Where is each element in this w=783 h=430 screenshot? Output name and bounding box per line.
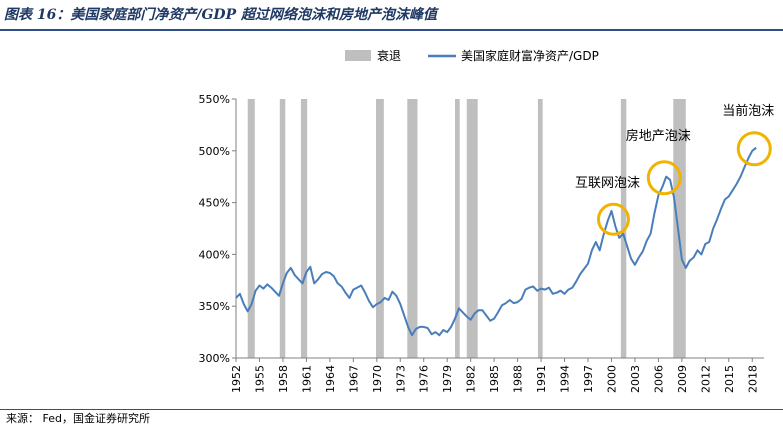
recession-band-7 bbox=[537, 99, 543, 358]
x-tick-label: 1958 bbox=[277, 365, 290, 393]
x-tick-label: 1985 bbox=[488, 365, 501, 393]
legend-recession-swatch bbox=[345, 50, 371, 61]
y-tick-label: 400% bbox=[199, 248, 230, 261]
annotation-label: 房地产泡沫 bbox=[626, 128, 691, 144]
x-tick-label: 2009 bbox=[676, 365, 689, 393]
chart-legend: 衰退 美国家庭财富净资产/GDP bbox=[345, 48, 599, 63]
x-tick-label: 1955 bbox=[253, 365, 266, 393]
y-tick-label: 550% bbox=[199, 93, 230, 106]
annotation-label: 互联网泡沫 bbox=[575, 176, 640, 191]
x-tick-label: 2018 bbox=[746, 365, 759, 393]
x-tick-label: 1976 bbox=[418, 365, 431, 393]
recession-band-4 bbox=[407, 99, 418, 358]
chart-svg: 300% 350% 400% 450% 500% 550% 1952 1955 1958 1961… bbox=[199, 48, 775, 393]
recession-band-1 bbox=[279, 99, 286, 358]
x-tick-label: 1964 bbox=[324, 365, 337, 393]
chart-title: 图表 16：美国家庭部门净资产/GDP 超过网络泡沫和房地产泡沫峰值 bbox=[4, 7, 437, 23]
recession-bands bbox=[247, 99, 686, 358]
annotation-label: 当前泡沫 bbox=[722, 103, 774, 119]
annotation-circle bbox=[596, 202, 630, 236]
recession-band-0 bbox=[247, 99, 255, 358]
x-tick-label: 2015 bbox=[723, 365, 736, 393]
annotation-circle bbox=[736, 131, 772, 167]
x-tick-label: 1997 bbox=[582, 365, 595, 393]
x-tick-label: 2003 bbox=[629, 365, 642, 393]
recession-band-6 bbox=[466, 99, 478, 358]
x-tick-label: 1970 bbox=[371, 365, 384, 393]
series-line-0 bbox=[235, 146, 757, 337]
x-tick-label: 1988 bbox=[512, 365, 525, 393]
recession-band-5 bbox=[455, 99, 460, 358]
recession-band-9 bbox=[673, 99, 686, 358]
recession-band-2 bbox=[300, 99, 308, 358]
x-tick-label: 1961 bbox=[300, 365, 313, 393]
x-tick-label: 1982 bbox=[465, 365, 478, 393]
chart-axes: 300% 350% 400% 450% 500% 550% 1952 1955 1958 1961… bbox=[199, 93, 764, 393]
x-tick-label: 1952 bbox=[230, 365, 243, 393]
y-tick-label: 350% bbox=[199, 300, 230, 313]
x-tick-label: 1994 bbox=[559, 365, 572, 393]
x-tick-label: 1967 bbox=[347, 365, 360, 393]
y-tick-label: 450% bbox=[199, 197, 230, 210]
series-layer bbox=[235, 146, 757, 337]
title-divider bbox=[0, 29, 783, 31]
x-tick-label: 2000 bbox=[605, 365, 618, 393]
x-tick-label: 2006 bbox=[652, 365, 665, 393]
y-tick-label: 500% bbox=[199, 145, 230, 158]
x-tick-label: 1991 bbox=[535, 365, 548, 393]
annotation-circle bbox=[646, 160, 682, 196]
y-tick-label: 300% bbox=[199, 352, 230, 365]
x-tick-label: 2012 bbox=[699, 365, 712, 393]
x-tick-label: 1979 bbox=[441, 365, 454, 393]
x-tick-label: 1973 bbox=[394, 365, 407, 393]
legend-series-label: 美国家庭财富净资产/GDP bbox=[461, 48, 599, 63]
footer-divider bbox=[0, 409, 783, 410]
annotation-layer: 互联网泡沫 房地产泡沫 当前泡沫 bbox=[575, 103, 774, 236]
legend-recession-label: 衰退 bbox=[377, 48, 401, 63]
source-note: 来源： Fed，国金证券研究所 bbox=[6, 412, 150, 425]
recession-band-3 bbox=[376, 99, 384, 358]
